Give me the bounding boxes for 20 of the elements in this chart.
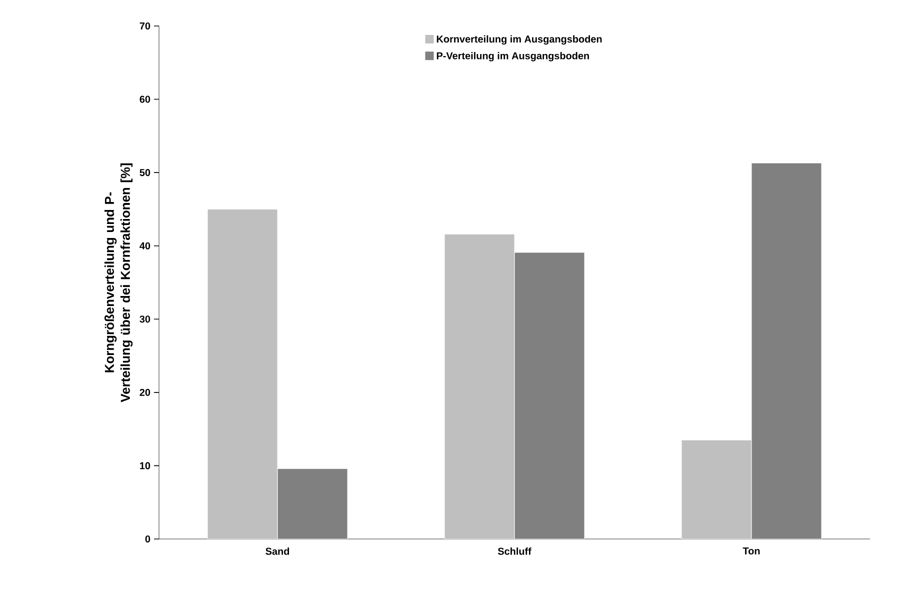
y-tick-label: 70 (140, 22, 150, 30)
y-tick-label: 40 (140, 242, 150, 250)
x-tick-label: Schluff (498, 548, 532, 555)
y-tick-label: 0 (145, 535, 150, 543)
bar (681, 440, 752, 539)
y-tick-label: 20 (140, 388, 150, 396)
bar (751, 162, 822, 539)
legend-label: Kornverteilung im Ausgangsboden (436, 35, 602, 45)
bar (277, 468, 348, 539)
legend-label: P-Verteilung im Ausgangsboden (436, 52, 589, 62)
y-tick-label: 60 (140, 96, 150, 103)
x-tick-label: Ton (742, 548, 760, 554)
x-tick-label: Sand (266, 548, 290, 555)
y-tick-label: 50 (140, 169, 150, 176)
bar (207, 208, 278, 539)
y-axis-title: Korngrößenverteilung und P-Verteilung über dei Kornfraktionen [%] (104, 163, 133, 402)
bar (444, 234, 515, 539)
y-tick-label: 10 (140, 462, 150, 470)
bar (514, 252, 585, 539)
y-tick-label: 30 (140, 316, 150, 323)
